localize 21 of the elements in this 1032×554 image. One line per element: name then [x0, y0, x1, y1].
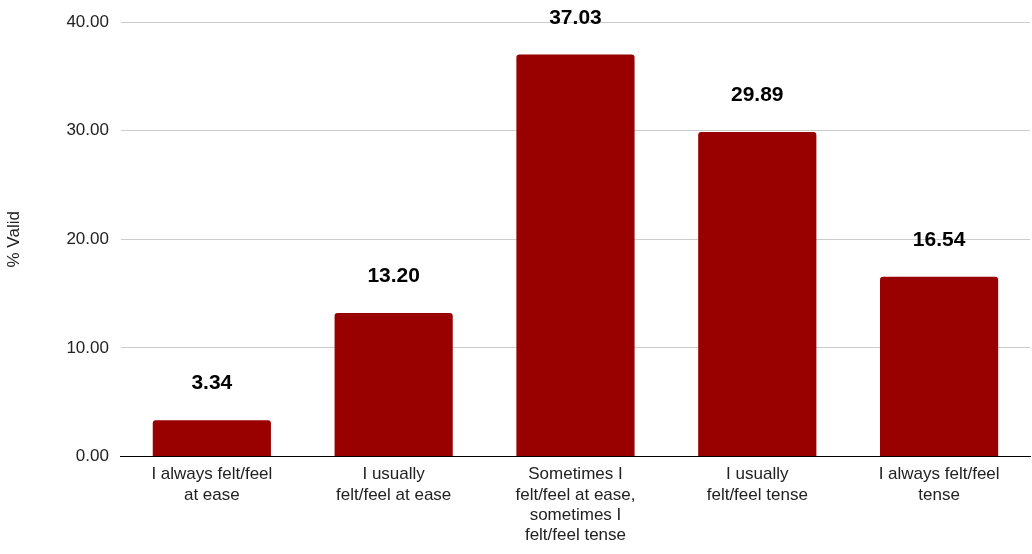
y-tick-label: 40.00: [66, 11, 109, 31]
bar: [152, 420, 271, 456]
data-label: 37.03: [549, 4, 602, 28]
x-tick-label: I always felt/feel at ease: [151, 464, 273, 504]
bar: [334, 313, 453, 456]
x-tick-label: I usually felt/feel tense: [706, 464, 808, 504]
y-tick-label: 10.00: [66, 337, 109, 357]
data-label: 16.54: [912, 227, 966, 251]
x-tick-label: I usually felt/feel at ease: [336, 464, 452, 504]
data-label: 3.34: [191, 370, 233, 394]
bar: [516, 54, 635, 456]
y-axis-title: % Valid: [3, 211, 23, 268]
y-tick-label: 0.00: [75, 446, 109, 466]
data-label: 13.20: [367, 263, 420, 287]
data-label: 29.89: [731, 82, 784, 106]
bar: [880, 276, 999, 456]
x-tick-label: I always felt/feel tense: [878, 464, 1000, 504]
x-tick-label: Sometimes I felt/feel at ease, sometimes I felt/feel tense: [515, 464, 636, 545]
bar: [698, 131, 817, 456]
y-tick-label: 20.00: [66, 228, 109, 248]
y-tick-label: 30.00: [66, 120, 109, 140]
